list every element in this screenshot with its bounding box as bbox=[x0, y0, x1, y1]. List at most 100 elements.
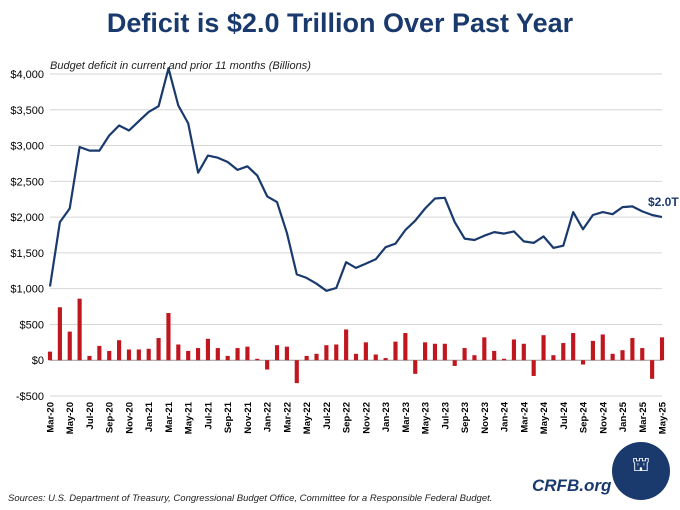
bar bbox=[413, 360, 418, 374]
bar bbox=[304, 355, 309, 361]
y-tick-label: $3,500 bbox=[10, 105, 44, 117]
bar bbox=[156, 338, 161, 361]
x-tick-label: May-25 bbox=[658, 401, 669, 434]
x-tick-label: Jan-25 bbox=[618, 401, 629, 432]
x-tick-label: Sep-24 bbox=[579, 401, 590, 433]
bar bbox=[205, 338, 211, 361]
bar bbox=[531, 360, 536, 376]
y-tick-label: $2,500 bbox=[10, 176, 44, 188]
y-tick-label: $1,000 bbox=[10, 284, 44, 296]
source-note: Sources: U.S. Department of Treasury, Co… bbox=[8, 493, 493, 504]
end-value-label: $2.0T bbox=[648, 195, 679, 209]
bar bbox=[600, 334, 605, 361]
capitol-dome-seal-icon: ⛫ bbox=[612, 442, 670, 500]
bar bbox=[462, 348, 467, 361]
bar bbox=[521, 343, 526, 361]
x-tick-label: Mar-21 bbox=[164, 401, 175, 432]
bar bbox=[314, 353, 319, 361]
bar bbox=[659, 337, 665, 361]
bar bbox=[353, 353, 359, 361]
x-tick-label: May-23 bbox=[421, 402, 432, 434]
page-title: Deficit is $2.0 Trillion Over Past Year bbox=[106, 8, 574, 38]
bar bbox=[225, 355, 230, 361]
bar bbox=[580, 360, 586, 365]
x-tick-label: May-24 bbox=[539, 401, 550, 434]
x-tick-label: Sep-21 bbox=[223, 401, 234, 433]
crfb-logo-text[interactable]: CRFB.org bbox=[532, 476, 612, 495]
bar bbox=[482, 337, 487, 361]
x-axis-ticks: Mar-20 May-20 Jul-20 Sep-20 Nov-20 Jan-21 Mar-… bbox=[46, 401, 669, 434]
bar bbox=[640, 348, 645, 361]
x-tick-label: Mar-25 bbox=[638, 401, 649, 432]
x-tick-label: Nov-23 bbox=[480, 402, 491, 434]
bar bbox=[403, 333, 408, 361]
bar bbox=[650, 360, 655, 379]
bar bbox=[590, 340, 595, 361]
x-tick-label: Jul-23 bbox=[440, 402, 451, 429]
y-axis-ticks: -$500 $0 $500 $1,000 $1,500 $2,000 $2,500 $3,00… bbox=[10, 69, 44, 403]
bar bbox=[126, 349, 132, 361]
bar bbox=[245, 346, 250, 361]
bar bbox=[383, 358, 388, 361]
bar bbox=[67, 331, 72, 361]
monthly-bars bbox=[47, 298, 665, 384]
x-tick-label: Jan-22 bbox=[263, 402, 274, 432]
bar bbox=[166, 312, 171, 361]
bar bbox=[620, 350, 625, 361]
bar bbox=[501, 358, 507, 361]
x-tick-label: Jul-20 bbox=[85, 402, 96, 429]
x-tick-label: Nov-24 bbox=[598, 401, 609, 433]
y-tick-label: $1,500 bbox=[10, 248, 44, 260]
annotations: $2.0T bbox=[648, 195, 679, 209]
x-tick-label: May-22 bbox=[302, 402, 313, 434]
bar bbox=[334, 344, 339, 361]
bar bbox=[472, 355, 477, 361]
x-tick-label: Jan-24 bbox=[500, 401, 511, 432]
y-tick-label: $2,000 bbox=[10, 212, 44, 224]
bar bbox=[442, 343, 447, 361]
y-tick-label: $4,000 bbox=[10, 69, 44, 81]
bar bbox=[423, 342, 428, 361]
bar bbox=[551, 355, 556, 361]
bar bbox=[610, 353, 615, 361]
bar bbox=[294, 360, 299, 384]
bar bbox=[186, 350, 191, 361]
rolling-line bbox=[48, 67, 663, 292]
bar bbox=[571, 333, 576, 361]
bar bbox=[324, 345, 329, 361]
bar bbox=[274, 345, 280, 361]
gridlines bbox=[50, 73, 662, 397]
bar bbox=[215, 348, 220, 361]
bar bbox=[452, 360, 457, 366]
x-tick-label: Nov-20 bbox=[125, 402, 136, 434]
x-tick-label: Sep-20 bbox=[105, 402, 116, 433]
bar bbox=[492, 350, 497, 361]
bar bbox=[107, 350, 112, 361]
bar bbox=[235, 348, 240, 361]
bar bbox=[255, 358, 260, 361]
x-tick-label: Mar-20 bbox=[46, 402, 57, 433]
bar bbox=[393, 341, 398, 361]
x-tick-label: Nov-22 bbox=[361, 402, 372, 434]
bar bbox=[87, 355, 92, 361]
x-tick-label: Mar-22 bbox=[282, 402, 293, 433]
y-tick-label: $0 bbox=[32, 355, 44, 367]
bar bbox=[284, 346, 289, 361]
x-tick-label: Jul-21 bbox=[203, 401, 214, 429]
chart-subtitle: Budget deficit in current and prior 11 m… bbox=[50, 60, 311, 72]
bar bbox=[265, 360, 270, 370]
x-tick-label: Sep-22 bbox=[342, 402, 353, 433]
x-tick-label: Jan-21 bbox=[144, 401, 155, 432]
x-tick-label: Jul-24 bbox=[559, 401, 570, 429]
bar bbox=[373, 354, 378, 361]
x-tick-label: Mar-23 bbox=[401, 402, 412, 433]
x-tick-label: Mar-24 bbox=[519, 401, 530, 432]
bar bbox=[561, 343, 566, 361]
y-tick-label: $500 bbox=[20, 319, 44, 331]
series-line bbox=[48, 67, 663, 292]
bar bbox=[47, 351, 53, 361]
bar bbox=[97, 345, 102, 361]
bar bbox=[630, 338, 635, 361]
x-tick-label: Sep-23 bbox=[460, 402, 471, 433]
bar bbox=[511, 339, 517, 361]
